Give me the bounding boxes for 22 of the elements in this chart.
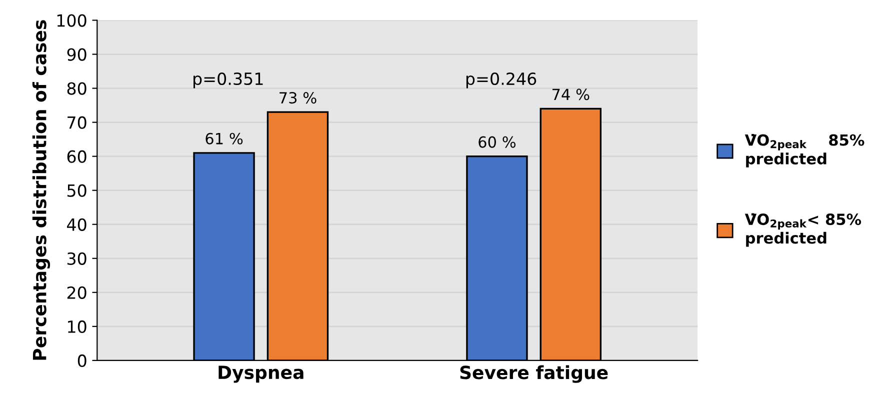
- data-label: 73 %: [280, 92, 316, 104]
- y-tick-label: 80: [67, 82, 86, 95]
- data-label: 61 %: [206, 132, 243, 144]
- y-tick-label: 30: [67, 252, 86, 265]
- y-tick-label: 40: [67, 218, 86, 231]
- y-tick-label: 10: [68, 320, 86, 333]
- annotation: p=0.246: [466, 72, 536, 88]
- y-tick-label: 20: [67, 286, 86, 299]
- y-tick-label: 0: [78, 354, 86, 368]
- y-tick-label: 90: [67, 48, 86, 61]
- annotation: p=0.351: [194, 72, 263, 88]
- y-tick-label: 100: [57, 14, 86, 27]
- data-label: 60 %: [478, 136, 516, 148]
- x-tick-label: Dyspnea: [218, 366, 304, 383]
- y-tick-label: 60: [67, 150, 86, 163]
- legend-label: V̇O$_{2peak}$< 85% predicted: [744, 213, 862, 247]
- text: V̇O$_{2peak}$ 85% predicted: [744, 134, 864, 168]
- y-axis-title: Percentages distribution of cases: [32, 20, 50, 360]
- data-label: 74 %: [552, 88, 590, 100]
- x-tick-label: Severe fatigue: [460, 365, 608, 383]
- y-tick-label: 50: [67, 184, 86, 197]
- y-tick-label: 70: [68, 116, 86, 129]
